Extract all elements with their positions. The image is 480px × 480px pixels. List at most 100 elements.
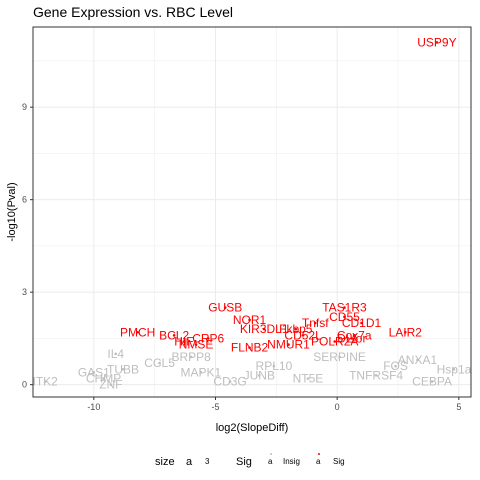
point-label: FOS: [383, 359, 408, 373]
data-point: [306, 377, 310, 380]
legend: size a 3 Sig a Insig a Sig: [155, 453, 345, 468]
legend-label-sig: Sig: [333, 457, 345, 466]
chart-title: Gene Expression vs. RBC Level: [33, 4, 233, 20]
x-axis: -10 -5 0 5: [87, 397, 461, 412]
point-label: Cox7a: [337, 328, 372, 342]
point-label: Hsp1a: [437, 362, 472, 376]
data-point: [416, 358, 419, 362]
x-tick-label: 5: [456, 402, 461, 412]
data-point: [394, 364, 397, 368]
data-point: [43, 380, 47, 383]
point-label: LAIR2: [389, 325, 423, 339]
legend-size-key-glyph: a: [186, 456, 193, 468]
legend-size-key-label: 3: [205, 457, 210, 466]
point-label: BRPP8: [171, 350, 211, 364]
data-point: [194, 343, 198, 346]
data-point: [287, 343, 290, 346]
data-point: [228, 380, 232, 383]
data-point: [248, 346, 251, 349]
legend-size-title: size: [155, 456, 175, 468]
legend-key-sig: a: [316, 457, 321, 466]
point-label: CD52L: [284, 328, 322, 342]
point-label: GAS1: [78, 365, 110, 379]
point-label: NMSE: [179, 338, 214, 352]
point-label: CHMP: [86, 372, 121, 386]
point-label: MAPK1: [181, 365, 222, 379]
panel-border: [32, 26, 472, 398]
y-tick-label: 0: [22, 380, 27, 390]
data-point: [294, 327, 298, 331]
point-label: CEBPA: [412, 375, 452, 389]
y-tick-label: 3: [22, 287, 27, 297]
data-point: [158, 361, 161, 365]
data-point: [301, 334, 305, 337]
point-label: SERPINE: [313, 350, 366, 364]
point-label: TAS1R3: [322, 301, 367, 315]
data-point: [272, 364, 276, 368]
point-label: JUNB: [244, 368, 275, 382]
point-label: PMCH: [120, 325, 155, 339]
data-point: [248, 318, 251, 322]
point-label: KIR3DL1: [240, 322, 289, 336]
y-axis-title: -log10(Pval): [6, 182, 18, 241]
data-point: [313, 321, 317, 325]
point-label: CD55: [329, 310, 360, 324]
data-point: [374, 374, 378, 377]
data-point: [352, 334, 356, 337]
data-point: [206, 337, 210, 340]
point-label: Tnfsf: [302, 316, 329, 330]
point-label: ITK2: [32, 375, 58, 389]
x-tick-label: -5: [211, 402, 219, 412]
data-point: [114, 352, 118, 356]
data-point: [172, 334, 176, 337]
x-tick-label: -10: [87, 402, 100, 412]
point-label: USP9Y: [417, 35, 456, 49]
data-point: [360, 321, 363, 325]
point-label: DLfor: [337, 331, 366, 345]
data-point: [199, 371, 203, 374]
data-point: [109, 383, 113, 386]
data-point: [182, 340, 186, 343]
point-label: HIF: [174, 335, 193, 349]
point-label: Fkbp5: [279, 322, 313, 336]
legend-label-insig: Insig: [283, 457, 300, 466]
data-point: [430, 380, 434, 383]
data-point: [189, 355, 193, 359]
x-axis-title: log2(SlopeDiff): [216, 422, 289, 434]
point-label: CD1D1: [342, 316, 382, 330]
legend-key-insig-dot: [270, 453, 272, 455]
point-label: CRP6: [192, 331, 224, 345]
data-point: [452, 367, 456, 371]
point-label: ZNF: [99, 378, 122, 392]
data-point: [258, 374, 261, 377]
point-label: NMUR1: [267, 338, 310, 352]
data-point: [262, 327, 266, 331]
grid-lines: [33, 27, 471, 397]
point-label: GUSB: [208, 301, 242, 315]
data-point: [121, 367, 125, 371]
data-point: [338, 355, 341, 359]
legend-key-insig: a: [268, 457, 273, 466]
point-label: TUBB: [107, 362, 139, 376]
data-point: [223, 306, 227, 309]
data-point: [435, 41, 439, 44]
data-point: [343, 315, 346, 319]
data-point: [350, 337, 354, 340]
data-point: [102, 377, 105, 380]
x-tick-label: 0: [335, 402, 340, 412]
data-points: [43, 41, 456, 386]
point-label: NOR1: [233, 313, 267, 327]
point-label: CD3G: [213, 375, 246, 389]
point-label: POLR2A: [311, 335, 358, 349]
point-label: RPL10: [256, 359, 293, 373]
y-tick-label: 6: [22, 195, 27, 205]
point-label: FLNB2: [231, 341, 269, 355]
legend-key-sig-dot: [318, 453, 320, 455]
point-label: TNFRSF4: [349, 368, 403, 382]
data-point: [333, 340, 337, 343]
data-point: [136, 330, 139, 334]
point-label: IL4: [107, 347, 124, 361]
